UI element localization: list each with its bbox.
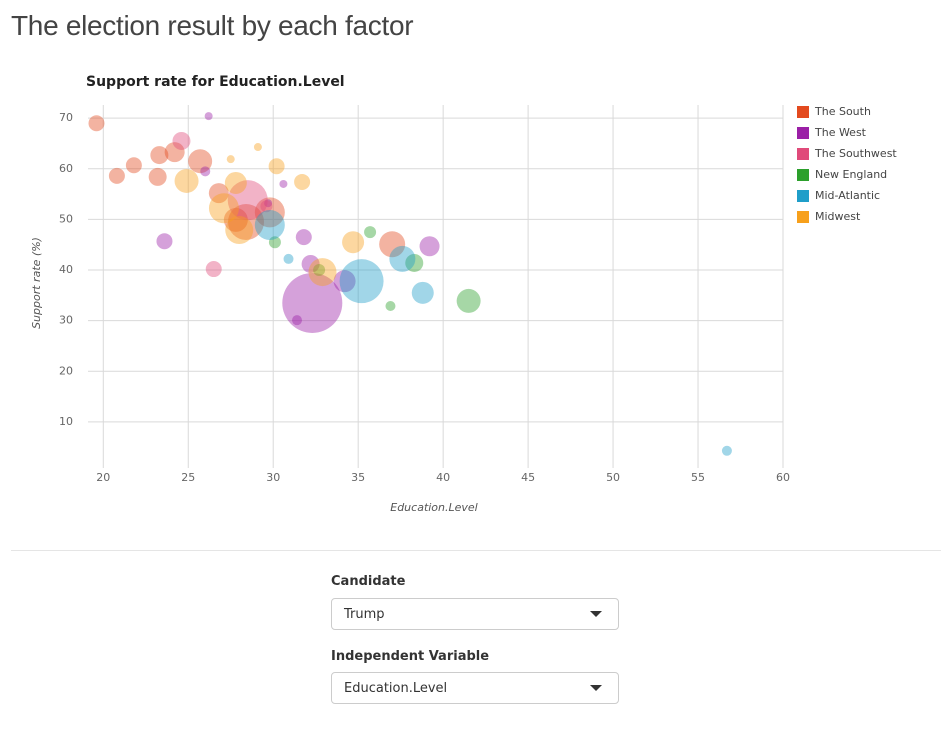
bubble (283, 253, 294, 264)
bubble (172, 131, 191, 150)
bubble (253, 143, 262, 152)
bubble (108, 167, 125, 184)
page-title: The election result by each factor (11, 10, 414, 41)
bubble (208, 183, 229, 204)
bubble (225, 216, 254, 245)
bubble (228, 203, 265, 240)
bubble (364, 226, 377, 239)
bubble (294, 173, 311, 190)
y-tick-label: 30 (59, 314, 73, 327)
bubble (254, 209, 285, 240)
bubble (342, 231, 365, 254)
y-tick-label: 70 (59, 111, 73, 124)
legend-swatch (797, 148, 809, 160)
variable-select[interactable]: Education.Level (331, 672, 619, 704)
y-axis-label: Support rate (%) (30, 237, 43, 329)
x-tick-label: 25 (181, 471, 195, 484)
bubble (125, 157, 142, 174)
control-label: Independent Variable (331, 649, 490, 664)
bubble (419, 236, 440, 257)
x-tick-label: 20 (96, 471, 110, 484)
legend-label: New England (815, 168, 887, 181)
bubble (254, 197, 285, 228)
y-tick-label: 40 (59, 263, 73, 276)
legend-swatch (797, 211, 809, 223)
bubble (385, 300, 396, 311)
bubble (150, 146, 169, 165)
legend-label: The West (814, 126, 867, 139)
bubble (156, 233, 173, 250)
candidate-select[interactable]: Trump (331, 598, 619, 630)
bubble (208, 193, 239, 224)
bubble (264, 199, 273, 208)
chart-title: Support rate for Education.Level (86, 74, 345, 90)
x-tick-label: 55 (691, 471, 705, 484)
bubble (379, 231, 406, 258)
legend-swatch (797, 106, 809, 118)
bubble (205, 261, 222, 278)
x-tick-label: 50 (606, 471, 620, 484)
legend-label: The Southwest (814, 147, 897, 160)
bubble (268, 236, 281, 249)
caret (590, 611, 602, 617)
legend-label: Midwest (815, 210, 861, 223)
bubble (226, 155, 235, 164)
bubble (164, 142, 185, 163)
legend-swatch (797, 190, 809, 202)
bubble (174, 168, 199, 193)
y-tick-label: 60 (59, 162, 73, 175)
bubble (308, 258, 337, 287)
bubble (301, 254, 320, 273)
bubble (295, 229, 312, 246)
bubble (188, 149, 213, 174)
control-label: Candidate (331, 574, 406, 589)
y-tick-label: 10 (59, 415, 73, 428)
bubble (260, 200, 273, 213)
x-tick-label: 30 (266, 471, 280, 484)
bubble (721, 445, 732, 456)
bubble (411, 281, 434, 304)
x-axis-label: Education.Level (390, 501, 478, 514)
bubble (313, 264, 326, 277)
bubble (88, 115, 105, 132)
bubble (223, 207, 248, 232)
bubble (292, 315, 303, 326)
y-tick-label: 50 (59, 212, 73, 225)
caret (590, 685, 602, 691)
bubble (268, 158, 285, 175)
chart: Support rate for Education.Level Educati… (30, 74, 897, 514)
x-tick-label: 40 (436, 471, 450, 484)
legend-swatch (797, 169, 809, 181)
legend-swatch (797, 127, 809, 139)
x-tick-label: 35 (351, 471, 365, 484)
select-value: Trump (344, 607, 385, 622)
x-tick-label: 60 (776, 471, 790, 484)
bubble (339, 259, 384, 304)
bubble (405, 253, 424, 272)
y-tick-label: 20 (59, 364, 73, 377)
bubble (227, 180, 268, 221)
divider (11, 550, 941, 551)
bubble (204, 112, 213, 121)
bubble (200, 166, 211, 177)
legend-label: The South (814, 105, 871, 118)
bubble (389, 245, 416, 272)
bubble (279, 179, 288, 188)
x-tick-label: 45 (521, 471, 535, 484)
legend-label: Mid-Atlantic (815, 189, 880, 202)
bubble (282, 272, 343, 333)
bubble (148, 167, 167, 186)
bubble (333, 270, 356, 293)
bubble (456, 288, 481, 313)
bubble (224, 171, 247, 194)
select-value: Education.Level (344, 681, 448, 696)
